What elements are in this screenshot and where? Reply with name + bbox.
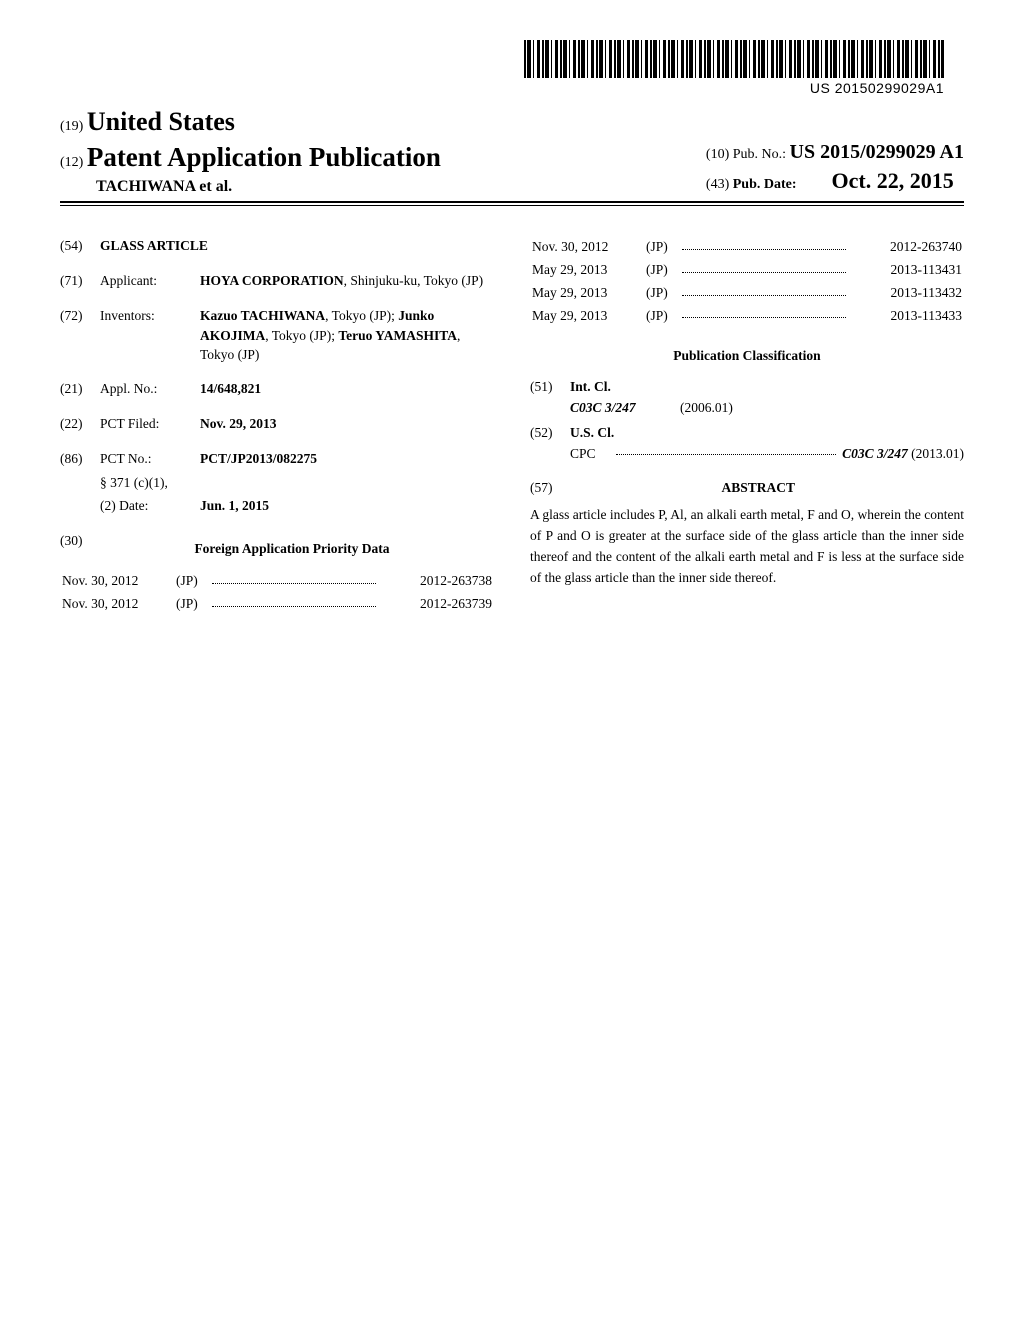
country: United States [87, 107, 235, 136]
uscl-label: U.S. Cl. [570, 425, 614, 440]
pubno: US 2015/0299029 A1 [790, 141, 964, 163]
cpc-label: CPC [570, 444, 610, 465]
pubdate-prefix: (43) [706, 177, 729, 192]
pctno-label: PCT No.: [100, 449, 190, 470]
priority-row: Nov. 30, 2012(JP)2012-263740 [530, 236, 964, 259]
patent-header: (19) United States (12) Patent Applicati… [60, 104, 964, 203]
barcode-bars [524, 40, 944, 78]
barcode-block: US 20150299029A1 [60, 40, 964, 98]
applicant-name: HOYA CORPORATION [200, 273, 344, 288]
priority-cc: (JP) [174, 570, 380, 593]
left-column: (54) GLASS ARTICLE (71) Applicant: HOYA … [60, 236, 494, 616]
priority-cc: (JP) [644, 259, 850, 282]
pubdate: Oct. 22, 2015 [832, 168, 954, 193]
priority-date: May 29, 2013 [530, 259, 644, 282]
inventor-2-loc: , Tokyo (JP); [265, 328, 338, 343]
pctno-field-num: (86) [60, 449, 90, 470]
cpc-code: C03C 3/247 [842, 446, 908, 461]
priority-number: 2013-113432 [850, 282, 964, 305]
applicant-label: Applicant: [100, 271, 190, 292]
priority-row: Nov. 30, 2012(JP)2012-263738 [60, 570, 494, 593]
applicant-location: , Shinjuku-ku, Tokyo (JP) [344, 273, 483, 288]
title-field-num: (54) [60, 236, 90, 257]
s371-label: § 371 (c)(1), [100, 473, 190, 494]
priority-row: May 29, 2013(JP)2013-113432 [530, 282, 964, 305]
priority-number: 2012-263739 [380, 593, 494, 616]
cpc-dots [616, 454, 836, 455]
authors-line: TACHIWANA et al. [60, 176, 441, 198]
priority-date: Nov. 30, 2012 [530, 236, 644, 259]
priority-cc: (JP) [644, 305, 850, 328]
invention-title: GLASS ARTICLE [100, 238, 208, 253]
priority-table-left: Nov. 30, 2012(JP)2012-263738Nov. 30, 201… [60, 570, 494, 616]
pubno-prefix: (10) [706, 147, 729, 162]
abstract-text: A glass article includes P, Al, an alkal… [530, 505, 964, 589]
foreign-field-num: (30) [60, 531, 90, 570]
priority-row: May 29, 2013(JP)2013-113433 [530, 305, 964, 328]
priority-number: 2012-263738 [380, 570, 494, 593]
priority-cc: (JP) [644, 236, 850, 259]
abstract-heading: ABSTRACT [721, 480, 795, 495]
intcl-field-num: (51) [530, 377, 560, 398]
uscl-field-num: (52) [530, 423, 560, 444]
inventors-label: Inventors: [100, 306, 190, 327]
inventor-1: Kazuo TACHIWANA [200, 308, 325, 323]
applno-label: Appl. No.: [100, 379, 190, 400]
foreign-priority-heading: Foreign Application Priority Data [90, 539, 494, 560]
pub-type: Patent Application Publication [87, 142, 441, 172]
inventors-list: Kazuo TACHIWANA, Tokyo (JP); Junko AKOJI… [200, 306, 494, 365]
priority-number: 2013-113433 [850, 305, 964, 328]
barcode-text: US 20150299029A1 [524, 80, 944, 96]
priority-row: May 29, 2013(JP)2013-113431 [530, 259, 964, 282]
priority-number: 2013-113431 [850, 259, 964, 282]
pubdate-label: Pub. Date: [733, 177, 797, 192]
country-prefix: (19) [60, 119, 83, 134]
abstract-field-num: (57) [530, 478, 553, 499]
priority-date: May 29, 2013 [530, 282, 644, 305]
pctfiled-field-num: (22) [60, 414, 90, 435]
intcl-version: (2006.01) [680, 398, 733, 419]
intcl-code: C03C 3/247 [570, 398, 680, 419]
inventors-field-num: (72) [60, 306, 90, 327]
priority-date: Nov. 30, 2012 [60, 570, 174, 593]
right-column: Nov. 30, 2012(JP)2012-263740May 29, 2013… [530, 236, 964, 616]
s371-date-value: Jun. 1, 2015 [200, 498, 269, 513]
s371-date-label: (2) Date: [100, 496, 190, 517]
priority-cc: (JP) [174, 593, 380, 616]
priority-number: 2012-263740 [850, 236, 964, 259]
publication-classification-heading: Publication Classification [530, 346, 964, 367]
priority-date: Nov. 30, 2012 [60, 593, 174, 616]
applno-field-num: (21) [60, 379, 90, 400]
inventor-1-loc: , Tokyo (JP); [325, 308, 395, 323]
pubno-label: Pub. No.: [733, 147, 786, 162]
cpc-version: (2013.01) [908, 446, 964, 461]
priority-row: Nov. 30, 2012(JP)2012-263739 [60, 593, 494, 616]
pctfiled-value: Nov. 29, 2013 [200, 416, 277, 431]
intcl-label: Int. Cl. [570, 379, 611, 394]
priority-table-right: Nov. 30, 2012(JP)2012-263740May 29, 2013… [530, 236, 964, 328]
header-rule [60, 205, 964, 206]
pctno-value: PCT/JP2013/082275 [200, 451, 317, 466]
inventor-3: Teruo YAMASHITA [338, 328, 457, 343]
priority-date: May 29, 2013 [530, 305, 644, 328]
priority-cc: (JP) [644, 282, 850, 305]
pub-type-prefix: (12) [60, 155, 83, 170]
pctfiled-label: PCT Filed: [100, 414, 190, 435]
applicant-field-num: (71) [60, 271, 90, 292]
applno-value: 14/648,821 [200, 381, 261, 396]
